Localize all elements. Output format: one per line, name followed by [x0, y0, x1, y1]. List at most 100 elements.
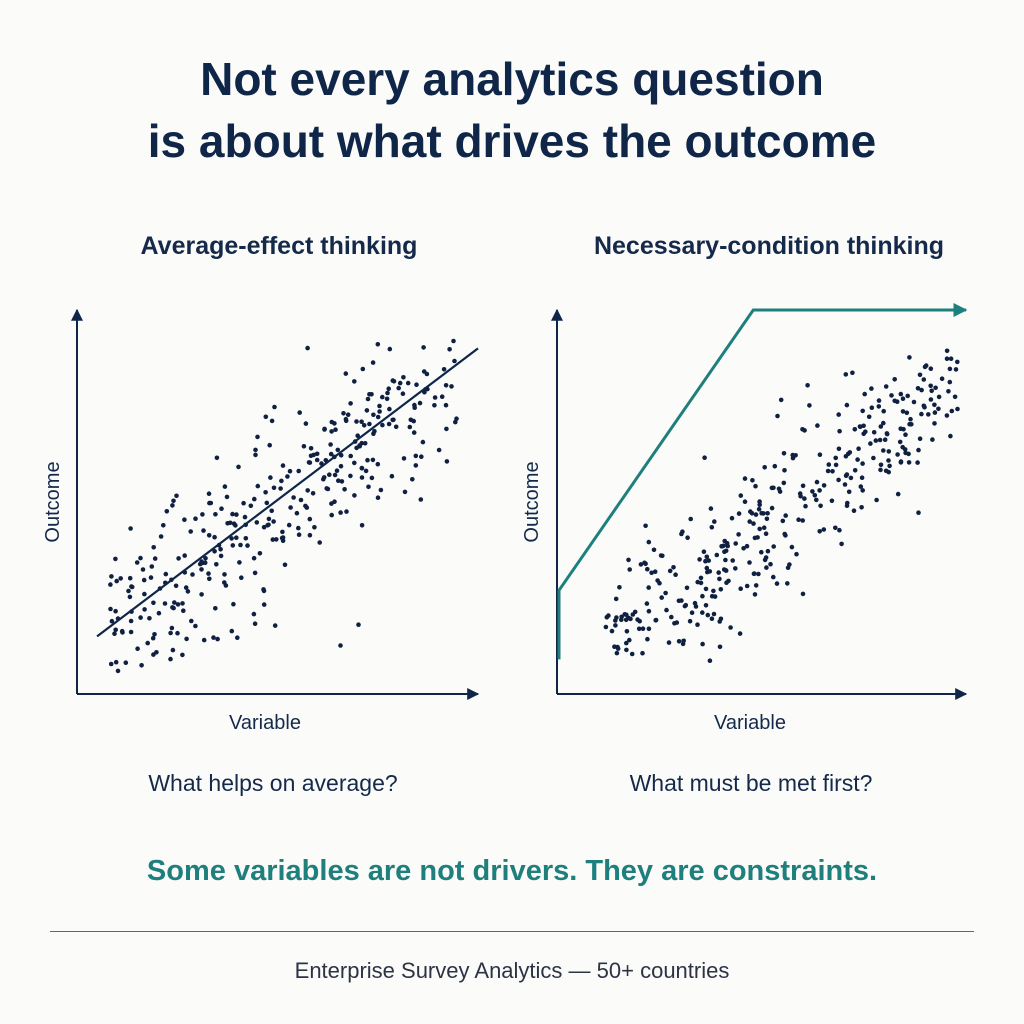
left-scatter-point [255, 483, 261, 489]
right-scatter-point [707, 658, 713, 663]
right-scatter-point [895, 491, 901, 497]
left-scatter-point [108, 606, 113, 612]
right-scatter-point [930, 437, 935, 442]
right-scatter-point [709, 525, 715, 530]
right-scatter-point [936, 394, 942, 400]
right-scatter-point [619, 617, 624, 622]
takeaway-text: Some variables are not drivers. They are… [146, 855, 878, 887]
right-scatter-point [624, 629, 630, 634]
right-scatter-point [626, 557, 631, 563]
right-scatter-point [863, 429, 868, 435]
right-scatter-point [911, 399, 917, 405]
right-scatter-point [761, 525, 767, 530]
left-scatter-point [352, 379, 357, 384]
left-scatter-point [364, 408, 370, 413]
right-scatter-point [855, 457, 860, 462]
right-scatter-point [900, 444, 905, 450]
left-scatter-point [188, 529, 193, 534]
right-scatter-point [847, 450, 853, 455]
left-scatter-point [412, 405, 418, 411]
left-scatter-point [164, 509, 170, 514]
left-scatter-point [212, 549, 217, 554]
left-scatter-point [270, 537, 276, 542]
right-scatter-point [644, 601, 650, 606]
left-scatter-point [449, 384, 454, 389]
left-scatter-point [168, 630, 173, 636]
right-scatter-point [793, 453, 798, 458]
left-scatter-point [108, 661, 114, 667]
right-scatter-point [833, 455, 838, 461]
left-scatter-point [401, 456, 407, 461]
right-scatter-point [676, 598, 682, 604]
right-scatter-point [895, 452, 900, 457]
left-scatter-point [418, 497, 424, 502]
right-scatter-point [903, 450, 908, 456]
left-scatter-point [142, 607, 147, 612]
right-scatter-point [955, 359, 960, 365]
left-scatter-point [365, 457, 370, 463]
right-scatter-point [624, 612, 629, 618]
left-scatter-point [141, 577, 147, 583]
right-scatter-point [873, 438, 879, 443]
left-scatter-point [271, 485, 277, 491]
left-scatter-point [355, 433, 361, 439]
right-scatter-point [886, 469, 891, 475]
left-scatter-point [280, 463, 286, 468]
right-scatter-point [651, 547, 657, 553]
left-scatter-point [352, 460, 357, 466]
left-scatter-point [255, 434, 260, 440]
right-scatter-point [751, 571, 757, 577]
right-scatter-point [736, 532, 741, 537]
left-scatter-point [370, 457, 376, 463]
right-scatter-point [613, 623, 618, 628]
left-scatter-point [206, 533, 212, 538]
right-scatter-point [953, 367, 959, 372]
right-scatter-point [900, 409, 906, 414]
right-scatter-point [789, 544, 795, 550]
right-scatter-point [898, 391, 904, 397]
left-scatter-point [163, 571, 169, 577]
left-scatter-point [170, 647, 176, 653]
right-scatter-point [684, 585, 690, 591]
right-scatter-point [836, 477, 841, 483]
right-scatter-point [800, 591, 806, 597]
left-scatter-point [254, 520, 260, 525]
right-scatter-point [627, 567, 632, 572]
right-scatter-point [877, 437, 883, 443]
right-scatter-point [947, 379, 953, 385]
right-scatter-point [817, 452, 823, 458]
right-scatter-point [657, 580, 662, 586]
left-scatter-point [238, 542, 243, 548]
left-scatter-point [222, 580, 227, 585]
right-scatter-point [928, 397, 934, 402]
left-scatter-point [123, 660, 129, 665]
right-scatter-point [702, 455, 707, 461]
left-scatter-point [115, 668, 121, 674]
left-scatter-point [377, 409, 382, 414]
left-scatter-point [420, 439, 426, 445]
left-scatter-point [175, 602, 181, 607]
left-scatter-point [149, 564, 155, 569]
right-scatter-point [640, 650, 645, 656]
left-scatter-point [365, 396, 371, 402]
right-scatter-point [756, 571, 761, 577]
right-scatter-point [947, 366, 953, 372]
left-scatter-point [421, 345, 426, 350]
right-scatter-point [765, 548, 771, 554]
right-scatter-point [747, 519, 752, 524]
right-scatter-point [907, 421, 912, 427]
right-scatter-point [753, 583, 759, 588]
right-scatter-point [807, 403, 812, 408]
left-scatter-point [419, 454, 424, 460]
right-scatter-point [796, 517, 801, 522]
left-scatter-point [193, 516, 198, 521]
right-scatter-point [741, 546, 746, 551]
left-scatter-point [338, 510, 343, 515]
left-scatter-point [261, 602, 267, 607]
right-scatter-point [649, 570, 654, 576]
left-scatter-point [370, 360, 376, 365]
headline-line-1: Not every analytics question [200, 53, 824, 105]
left-scatter-point [252, 570, 258, 576]
left-scatter-point [280, 535, 286, 540]
left-scatter-point [243, 536, 249, 541]
